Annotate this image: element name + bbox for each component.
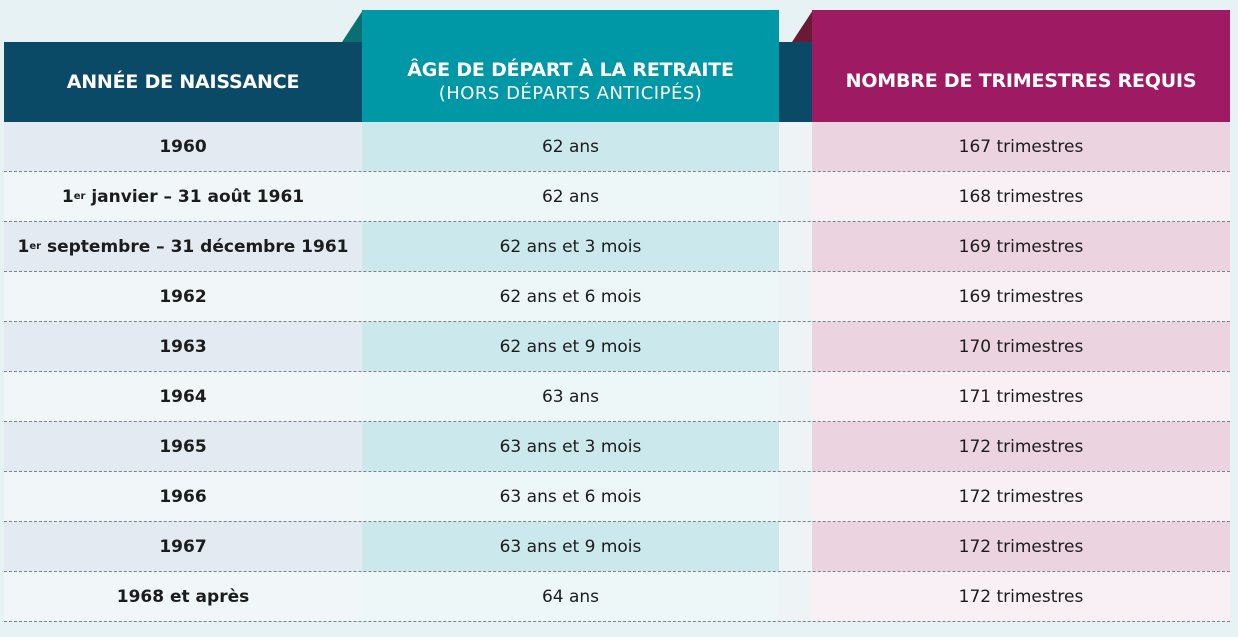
column-gap — [779, 122, 812, 171]
birth-year-text: 1968 et après — [116, 586, 250, 607]
table-row: 1968 et après 64 ans 172 trimestres — [4, 572, 1230, 622]
row-divider — [4, 621, 1230, 622]
column-gap — [779, 472, 812, 521]
column-gap — [779, 172, 812, 221]
required-quarters-cell: 169 trimestres — [812, 222, 1230, 271]
row-divider — [4, 471, 1230, 472]
header-retirement-age-sublabel: (HORS DÉPARTS ANTICIPÉS) — [438, 82, 703, 104]
birth-year-cell: 1964 — [4, 372, 362, 421]
retirement-age-cell: 62 ans — [362, 122, 779, 171]
column-gap — [779, 522, 812, 571]
birth-year-text: 1967 — [159, 536, 207, 557]
birth-year-day: 1 — [61, 186, 74, 207]
row-divider — [4, 521, 1230, 522]
column-gap — [779, 222, 812, 271]
row-divider — [4, 321, 1230, 322]
retirement-age-cell: 62 ans — [362, 172, 779, 221]
birth-year-cell: 1960 — [4, 122, 362, 171]
header-required-quarters: NOMBRE DE TRIMESTRES REQUIS — [812, 10, 1230, 122]
retirement-age-cell: 62 ans et 9 mois — [362, 322, 779, 371]
table-row: 1967 63 ans et 9 mois 172 trimestres — [4, 522, 1230, 572]
birth-year-cell: 1962 — [4, 272, 362, 321]
retirement-age-cell: 62 ans et 6 mois — [362, 272, 779, 321]
header-retirement-age-label: ÂGE DE DÉPART À LA RETRAITE — [407, 58, 734, 81]
required-quarters-cell: 172 trimestres — [812, 522, 1230, 571]
required-quarters-cell: 172 trimestres — [812, 422, 1230, 471]
retirement-age-cell: 63 ans et 3 mois — [362, 422, 779, 471]
table-row: 1965 63 ans et 3 mois 172 trimestres — [4, 422, 1230, 472]
table-row: 1 er septembre – 31 décembre 1961 62 ans e… — [4, 222, 1230, 272]
birth-year-cell: 1968 et après — [4, 572, 362, 621]
table-row: 1 er janvier – 31 août 1961 62 ans 168 trim… — [4, 172, 1230, 222]
birth-year-text: 1964 — [159, 386, 207, 407]
birth-year-text: 1965 — [159, 436, 207, 457]
birth-year-cell: 1966 — [4, 472, 362, 521]
required-quarters-cell: 168 trimestres — [812, 172, 1230, 221]
birth-year-range: janvier – 31 août 1961 — [85, 186, 305, 207]
birth-year-text: 1963 — [159, 336, 207, 357]
birth-year-cell: 1 er janvier – 31 août 1961 — [4, 172, 362, 221]
birth-year-range: septembre – 31 décembre 1961 — [41, 236, 349, 257]
column-gap — [779, 322, 812, 371]
row-divider — [4, 171, 1230, 172]
required-quarters-cell: 172 trimestres — [812, 472, 1230, 521]
header-retirement-age: ÂGE DE DÉPART À LA RETRAITE (HORS DÉPART… — [362, 10, 779, 122]
column-gap — [779, 422, 812, 471]
retirement-age-cell: 64 ans — [362, 572, 779, 621]
column-gap — [779, 572, 812, 621]
table-row: 1963 62 ans et 9 mois 170 trimestres — [4, 322, 1230, 372]
table-row: 1964 63 ans 171 trimestres — [4, 372, 1230, 422]
column-gap — [779, 272, 812, 321]
teal-fold-corner — [342, 10, 363, 42]
table-row: 1966 63 ans et 6 mois 172 trimestres — [4, 472, 1230, 522]
row-divider — [4, 571, 1230, 572]
row-divider — [4, 221, 1230, 222]
birth-year-text: 1960 — [159, 136, 207, 157]
required-quarters-cell: 167 trimestres — [812, 122, 1230, 171]
retirement-age-cell: 63 ans et 9 mois — [362, 522, 779, 571]
row-divider — [4, 271, 1230, 272]
birth-year-cell: 1 er septembre – 31 décembre 1961 — [4, 222, 362, 271]
row-divider — [4, 421, 1230, 422]
required-quarters-cell: 170 trimestres — [812, 322, 1230, 371]
header-birth-year: ANNÉE DE NAISSANCE — [4, 42, 362, 122]
required-quarters-cell: 172 trimestres — [812, 572, 1230, 621]
retirement-age-cell: 63 ans et 6 mois — [362, 472, 779, 521]
birth-year-cell: 1965 — [4, 422, 362, 471]
header-required-quarters-label: NOMBRE DE TRIMESTRES REQUIS — [845, 70, 1197, 92]
magenta-fold-corner — [792, 10, 813, 42]
required-quarters-cell: 169 trimestres — [812, 272, 1230, 321]
header-birth-year-label: ANNÉE DE NAISSANCE — [66, 71, 300, 93]
birth-year-cell: 1963 — [4, 322, 362, 371]
column-gap — [779, 372, 812, 421]
retirement-age-cell: 62 ans et 3 mois — [362, 222, 779, 271]
birth-year-cell: 1967 — [4, 522, 362, 571]
row-divider — [4, 371, 1230, 372]
birth-year-day: 1 — [17, 236, 30, 257]
table-row: 1960 62 ans 167 trimestres — [4, 122, 1230, 172]
birth-year-text: 1962 — [159, 286, 207, 307]
retirement-age-cell: 63 ans — [362, 372, 779, 421]
birth-year-text: 1966 — [159, 486, 207, 507]
required-quarters-cell: 171 trimestres — [812, 372, 1230, 421]
table-row: 1962 62 ans et 6 mois 169 trimestres — [4, 272, 1230, 322]
